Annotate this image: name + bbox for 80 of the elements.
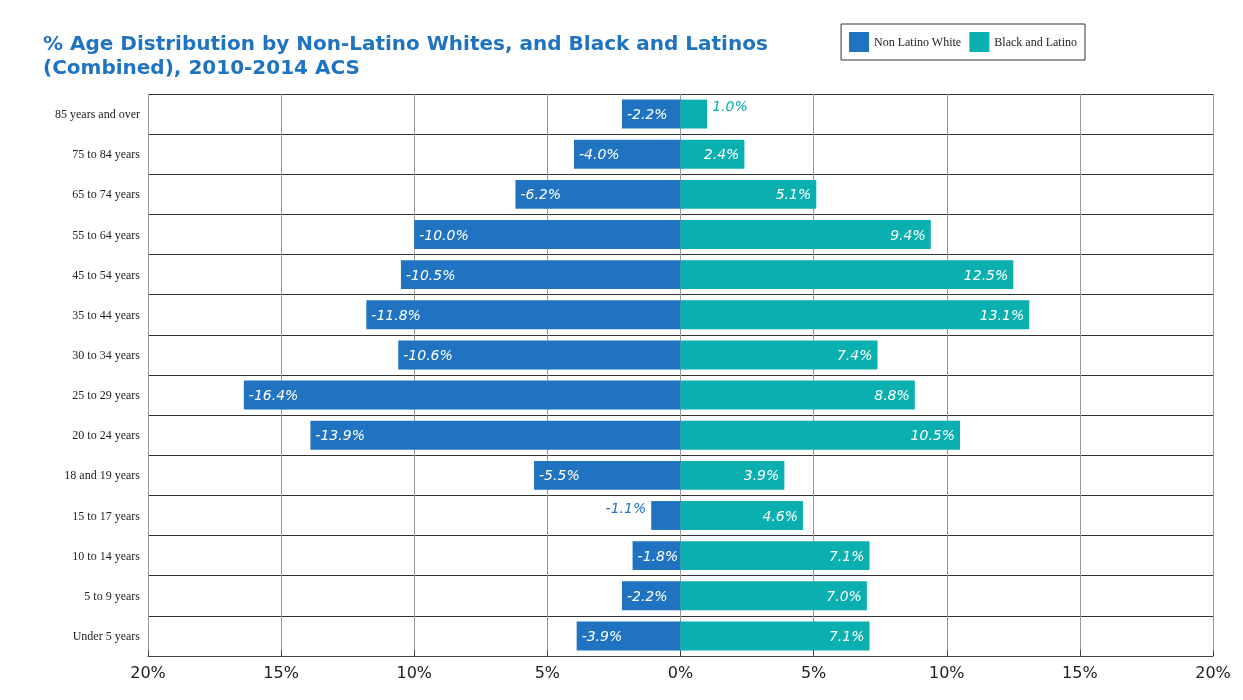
data-label: 7.1% — [828, 627, 865, 644]
x-tick-label: 15% — [1062, 662, 1098, 682]
x-tick-label: 20% — [130, 662, 166, 682]
bar — [680, 460, 785, 490]
legend-label: Non Latino White — [874, 35, 962, 49]
data-label: -2.2% — [626, 587, 668, 604]
y-tick-label: 55 to 64 years — [72, 227, 141, 242]
data-label: 7.1% — [828, 547, 865, 564]
bar — [621, 581, 681, 611]
data-label: -1.8% — [637, 547, 679, 564]
legend-label: Black and Latino — [994, 35, 1077, 49]
y-tick-label: Under 5 years — [72, 628, 141, 643]
data-label: -11.8% — [371, 306, 421, 323]
bar — [574, 139, 681, 169]
chart-title: % Age Distribution by Non-Latino Whites, and Black and Latinos (Combined), 2010-2014 ACS — [43, 31, 768, 79]
data-label: -1.1% — [605, 499, 647, 516]
data-label: 3.9% — [743, 467, 780, 484]
x-tick-label: 20% — [1195, 662, 1231, 682]
data-label: 2.4% — [703, 146, 740, 163]
data-label: 9.4% — [890, 226, 926, 243]
bar — [621, 99, 681, 129]
bar — [680, 541, 870, 571]
bar — [400, 260, 681, 290]
data-label: 5.1% — [775, 186, 812, 203]
y-tick-label: 10 to 14 years — [72, 548, 141, 563]
bar — [680, 380, 915, 410]
data-label: -10.6% — [403, 346, 453, 363]
data-label: 7.0% — [826, 587, 862, 604]
data-label: 10.5% — [910, 427, 956, 444]
bar — [680, 340, 878, 370]
y-tick-label: 30 to 34 years — [72, 347, 141, 362]
data-label: 13.1% — [979, 306, 1025, 323]
x-tick-label: 15% — [263, 662, 299, 682]
y-tick-label: 45 to 54 years — [72, 267, 141, 282]
bar — [680, 179, 817, 209]
data-label: 12.5% — [963, 266, 1009, 283]
bar — [680, 501, 803, 530]
data-label: -4.0% — [579, 146, 620, 163]
y-tick-label: 65 to 74 years — [72, 187, 141, 202]
bar — [515, 179, 681, 209]
bar — [366, 300, 681, 330]
bar — [243, 380, 681, 410]
y-tick-label: 18 and 19 years — [64, 468, 141, 483]
bar — [414, 220, 681, 249]
y-tick-label: 25 to 29 years — [72, 388, 141, 403]
bar — [310, 420, 681, 450]
y-tick-label: 20 to 24 years — [72, 428, 141, 443]
data-label: 4.6% — [762, 507, 798, 524]
data-label: 8.8% — [874, 387, 910, 404]
bar — [576, 621, 681, 651]
data-label: 1.0% — [712, 98, 748, 115]
bar — [680, 260, 1014, 290]
data-label: -10.5% — [405, 266, 456, 283]
data-label: -3.9% — [581, 627, 623, 644]
bar — [680, 581, 867, 611]
x-tick-label: 10% — [928, 662, 965, 682]
bar — [398, 340, 681, 370]
data-label: -6.2% — [520, 186, 562, 203]
bar — [680, 99, 708, 129]
bar — [534, 460, 681, 490]
data-label: 7.4% — [836, 346, 873, 363]
x-tick-label: 5% — [534, 662, 561, 682]
bar — [680, 300, 1030, 330]
y-tick-label: 15 to 17 years — [72, 508, 141, 523]
bar — [680, 220, 931, 249]
data-label: -13.9% — [315, 427, 365, 444]
data-label: -2.2% — [626, 106, 668, 123]
data-label: -16.4% — [248, 387, 299, 404]
x-tick-label: 10% — [396, 662, 433, 682]
y-tick-label: 5 to 9 years — [84, 588, 141, 603]
bar — [680, 420, 961, 450]
data-label: -10.0% — [419, 226, 469, 243]
y-tick-label: 75 to 84 years — [72, 147, 141, 162]
y-tick-label: 35 to 44 years — [72, 307, 141, 322]
data-label: -5.5% — [539, 467, 580, 484]
x-tick-label: 0% — [667, 662, 694, 682]
bar — [651, 501, 681, 530]
x-tick-label: 5% — [800, 662, 827, 682]
y-tick-label: 85 years and over — [55, 107, 140, 122]
bar — [680, 621, 870, 651]
